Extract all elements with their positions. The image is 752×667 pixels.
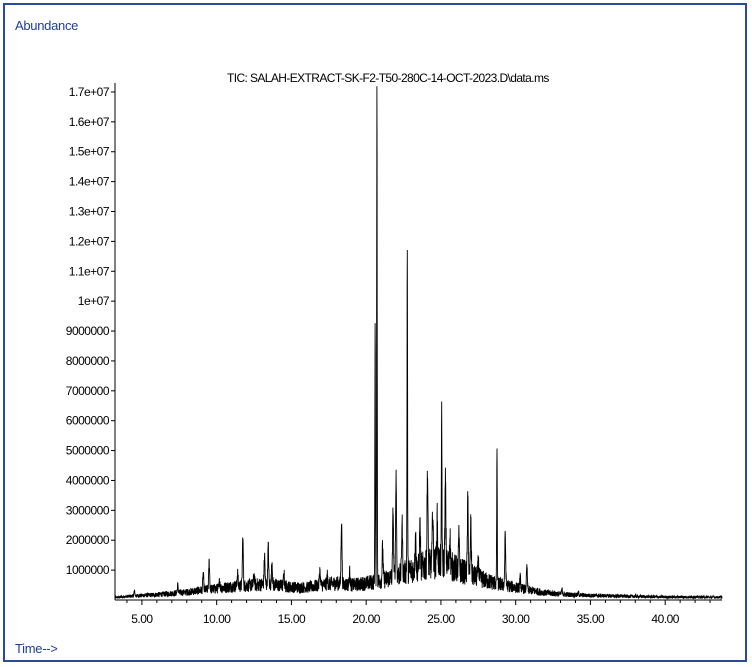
tic-trace: [114, 86, 723, 601]
y-tick-label: 8000000: [66, 354, 110, 368]
y-tick-label: 2000000: [66, 533, 110, 547]
y-tick-label: 5000000: [66, 444, 110, 458]
x-tick-label: 15.00: [278, 612, 306, 626]
axes: 1000000 2000000 3000000 4000000 5000000 60000…: [66, 83, 722, 626]
y-tick-label: 1000000: [66, 563, 110, 577]
x-tick-label: 25.00: [427, 612, 455, 626]
x-tick-label: 5.00: [131, 612, 153, 626]
x-tick-label: 20.00: [352, 612, 380, 626]
x-tick-label: 35.00: [577, 612, 605, 626]
y-tick-label: 1e+07: [78, 294, 110, 308]
x-axis-title: Time-->: [15, 641, 58, 656]
y-tick-label: 1.2e+07: [69, 234, 110, 248]
y-tick-label: 6000000: [66, 414, 110, 428]
x-tick-label: 30.00: [502, 612, 530, 626]
y-tick-label: 1.5e+07: [69, 145, 110, 159]
y-tick-label: 1.4e+07: [69, 175, 110, 189]
chart-title: TIC: SALAH-EXTRACT-SK-F2-T50-280C-14-OCT…: [227, 71, 549, 85]
y-tick-label: 1.6e+07: [69, 115, 110, 129]
y-tick-label: 1.3e+07: [69, 205, 110, 219]
y-tick-label: 1.1e+07: [69, 264, 110, 278]
y-tick-label: 1.7e+07: [69, 85, 110, 99]
tic-series-line: [114, 86, 723, 601]
y-tick-label: 9000000: [66, 324, 110, 338]
x-tick-label: 10.00: [203, 612, 231, 626]
x-tick-label: 40.00: [651, 612, 679, 626]
y-tick-label: 4000000: [66, 473, 110, 487]
y-axis-title: Abundance: [15, 18, 79, 33]
y-tick-label: 3000000: [66, 503, 110, 517]
y-tick-label: 7000000: [66, 384, 110, 398]
